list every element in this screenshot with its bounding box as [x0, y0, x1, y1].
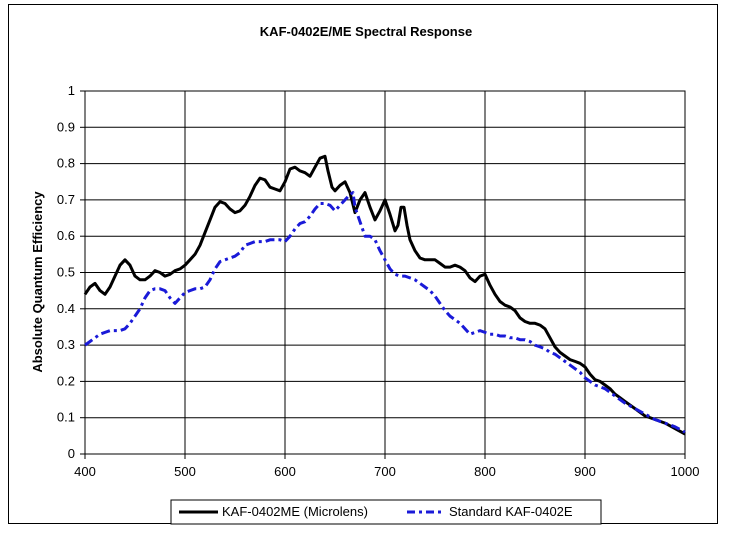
x-tick-label: 400 — [74, 464, 96, 479]
legend: KAF-0402ME (Microlens) Standard KAF-0402… — [170, 499, 602, 525]
y-tick-label: 0.9 — [57, 119, 75, 134]
y-tick-label: 0.5 — [57, 265, 75, 280]
x-tick-label: 700 — [374, 464, 396, 479]
y-tick-label: 0 — [68, 446, 75, 461]
y-tick-label: 0.3 — [57, 337, 75, 352]
x-tick-label: 800 — [474, 464, 496, 479]
y-tick-label: 1 — [68, 83, 75, 98]
y-axis-label: Absolute Quantum Efficiency — [30, 191, 45, 373]
y-tick-label: 0.1 — [57, 410, 75, 425]
x-tick-label: 500 — [174, 464, 196, 479]
legend-box — [170, 499, 602, 525]
y-tick-label: 0.4 — [57, 301, 75, 316]
y-tick-label: 0.6 — [57, 228, 75, 243]
x-tick-label: 900 — [574, 464, 596, 479]
series-line-standard — [84, 191, 686, 434]
y-tick-label: 0.2 — [57, 373, 75, 388]
plot-area-border — [84, 90, 686, 455]
x-tick-label: 1000 — [671, 464, 700, 479]
tick-labels: 0 0.1 0.2 0.3 0.4 0.5 0.6 0.7 0.8 0.9 1 400 500 600 70… — [57, 83, 700, 479]
x-tick-label: 600 — [274, 464, 296, 479]
series-line-microlens — [83, 154, 686, 436]
y-tick-label: 0.8 — [57, 156, 75, 171]
chart-svg: KAF-0402E/ME Spectral Response Absolute … — [30, 24, 700, 525]
series-layer — [83, 154, 686, 436]
y-tick-label: 0.7 — [57, 192, 75, 207]
legend-label-standard: Standard KAF-0402E — [449, 504, 573, 519]
chart-title: KAF-0402E/ME Spectral Response — [260, 24, 472, 39]
legend-label-microlens: KAF-0402ME (Microlens) — [222, 504, 368, 519]
chart-frame: KAF-0402E/ME Spectral Response Absolute … — [8, 4, 718, 525]
